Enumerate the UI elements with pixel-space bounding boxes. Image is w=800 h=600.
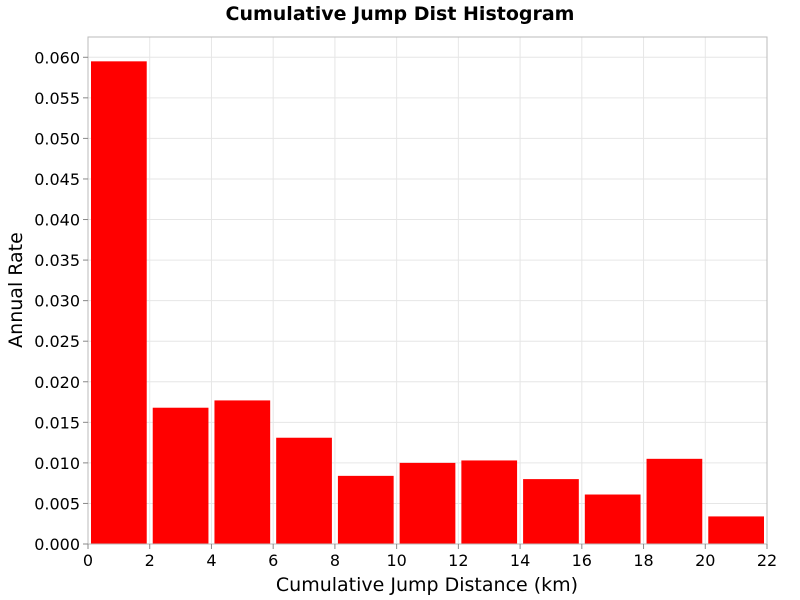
- x-tick-label-10: 20: [695, 551, 715, 570]
- y-tick-label-1: 0.005: [34, 494, 80, 513]
- bar-8: [584, 494, 641, 544]
- y-tick-label-7: 0.035: [34, 251, 80, 270]
- y-tick-label-2: 0.010: [34, 454, 80, 473]
- bar-0: [91, 61, 147, 544]
- bar-7: [523, 479, 579, 544]
- y-tick-label-4: 0.020: [34, 373, 80, 392]
- x-tick-label-5: 10: [386, 551, 406, 570]
- x-tick-label-11: 22: [757, 551, 777, 570]
- x-tick-label-8: 16: [572, 551, 592, 570]
- x-tick-label-6: 12: [448, 551, 468, 570]
- plot-frame: [87, 36, 768, 545]
- bar-5: [399, 462, 456, 544]
- bar-1: [152, 407, 209, 544]
- x-axis-ticks: 0 2 4 6 8 10 12 14 16 18 20 22: [83, 544, 777, 570]
- x-tick-label-4: 8: [330, 551, 340, 570]
- x-tick-label-3: 6: [268, 551, 278, 570]
- y-tick-label-0: 0.000: [34, 535, 80, 554]
- x-tick-label-7: 14: [510, 551, 530, 570]
- x-tick-label-1: 2: [145, 551, 155, 570]
- y-tick-label-11: 0.055: [34, 89, 80, 108]
- bar-2: [214, 400, 271, 544]
- y-tick-label-5: 0.025: [34, 332, 80, 351]
- x-tick-label-9: 18: [633, 551, 653, 570]
- y-tick-label-3: 0.015: [34, 413, 80, 432]
- y-tick-label-9: 0.045: [34, 170, 80, 189]
- y-axis-ticks: 0.000 0.005 0.010 0.015 0.020 0.025 0.030 0.035…: [34, 48, 88, 554]
- bar-9: [646, 458, 703, 544]
- bars: [91, 61, 764, 544]
- y-tick-label-6: 0.030: [34, 292, 80, 311]
- bar-6: [461, 460, 518, 544]
- chart-title: Cumulative Jump Dist Histogram: [226, 3, 575, 25]
- x-axis-label: Cumulative Jump Distance (km): [276, 574, 578, 596]
- x-tick-label-2: 4: [206, 551, 216, 570]
- x-tick-label-0: 0: [83, 551, 93, 570]
- bar-4: [337, 475, 394, 544]
- y-tick-label-8: 0.040: [34, 211, 80, 230]
- y-tick-label-10: 0.050: [34, 129, 80, 148]
- y-axis-label: Annual Rate: [5, 232, 27, 348]
- y-tick-label-12: 0.060: [34, 48, 80, 67]
- bar-3: [276, 437, 332, 544]
- bar-10: [708, 516, 764, 544]
